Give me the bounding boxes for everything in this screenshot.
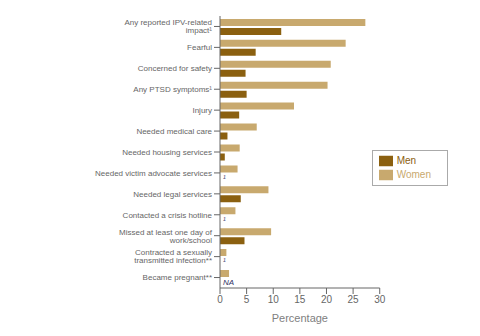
svg-text:Missed at least one day ofwork: Missed at least one day ofwork/school [119, 228, 213, 245]
svg-text:Any reported IPV-relatedimpact: Any reported IPV-relatedimpact¹ [124, 18, 212, 35]
svg-text:¹: ¹ [223, 216, 226, 225]
svg-text:10: 10 [268, 294, 280, 305]
svg-text:Any PTSD symptoms¹: Any PTSD symptoms¹ [133, 85, 212, 94]
svg-text:25: 25 [348, 294, 360, 305]
svg-text:NA: NA [223, 278, 234, 287]
svg-text:Fearful: Fearful [187, 43, 212, 52]
svg-text:20: 20 [321, 294, 333, 305]
svg-text:Needed housing services: Needed housing services [122, 148, 212, 157]
svg-text:15: 15 [294, 294, 306, 305]
svg-text:Needed medical care: Needed medical care [136, 127, 212, 136]
svg-text:5: 5 [244, 294, 250, 305]
svg-text:Percentage: Percentage [272, 312, 328, 324]
svg-text:Needed victim advocate service: Needed victim advocate services [95, 169, 212, 178]
html-text:Men: Men [396, 154, 417, 166]
svg-text:Needed legal services: Needed legal services [133, 190, 212, 199]
html-text:Women: Women [396, 169, 431, 180]
svg-text:¹: ¹ [223, 257, 226, 266]
svg-text:Concerned for safety: Concerned for safety [138, 64, 212, 73]
svg-text:Contracted a sexuallytransmitt: Contracted a sexuallytransmitted infecti… [134, 248, 212, 265]
svg-text:0: 0 [217, 294, 223, 305]
svg-text:¹: ¹ [223, 174, 226, 183]
svg-text:30: 30 [374, 294, 386, 305]
svg-text:Injury: Injury [192, 106, 212, 115]
svg-text:Became pregnant**: Became pregnant** [143, 273, 212, 282]
svg-text:Contacted a crisis hotline: Contacted a crisis hotline [123, 211, 213, 220]
